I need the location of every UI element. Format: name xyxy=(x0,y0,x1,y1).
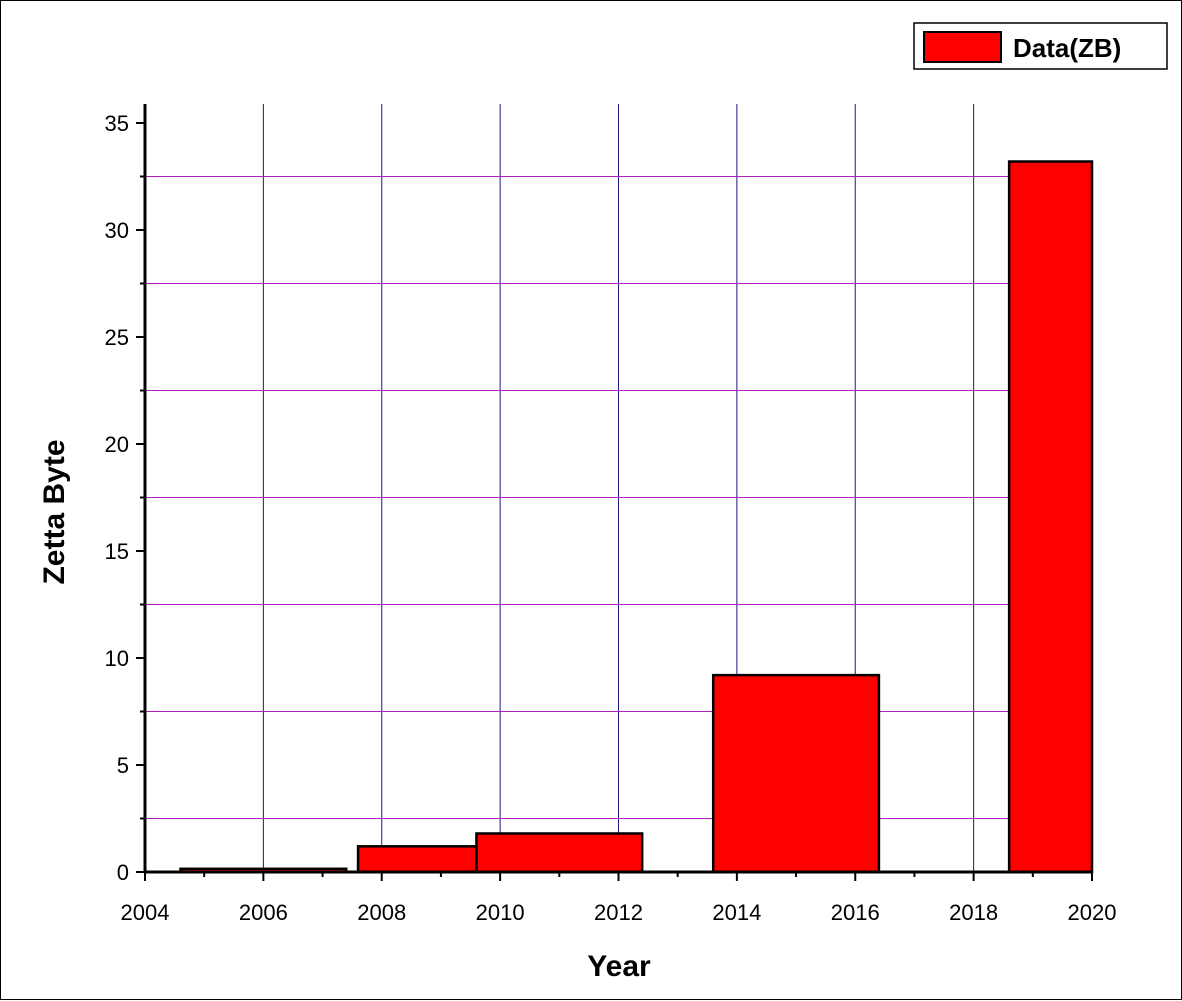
legend-swatch xyxy=(923,31,1002,63)
x-tick-label: 2006 xyxy=(239,900,288,925)
y-tick-label: 20 xyxy=(105,432,129,457)
x-tick-label: 2008 xyxy=(357,900,406,925)
x-axis-title: Year xyxy=(587,950,651,983)
bar xyxy=(356,845,478,874)
legend: Data(ZB) xyxy=(913,22,1168,70)
y-tick-label: 35 xyxy=(105,111,129,136)
y-axis-title: Zetta Byte xyxy=(38,439,71,584)
bar xyxy=(1007,160,1094,874)
x-tick-label: 2016 xyxy=(831,900,880,925)
legend-label: Data(ZB) xyxy=(1013,33,1121,63)
y-tick-label: 10 xyxy=(105,646,129,671)
y-tick-label: 0 xyxy=(117,860,129,885)
bars xyxy=(179,160,1094,874)
y-tick-label: 15 xyxy=(105,539,129,564)
x-tick-label: 2018 xyxy=(949,900,998,925)
tick-labels: 0 5 10 15 20 25 30 35 2004 2006 2008 2010 2012 2014 20… xyxy=(105,111,1117,925)
x-tick-label: 2014 xyxy=(712,900,761,925)
grid-lines xyxy=(145,104,1092,872)
x-tick-label: 2004 xyxy=(121,900,170,925)
axes xyxy=(136,104,1093,881)
y-tick-label: 5 xyxy=(117,753,129,778)
y-tick-label: 30 xyxy=(105,218,129,243)
x-tick-label: 2010 xyxy=(476,900,525,925)
y-tick-label: 25 xyxy=(105,325,129,350)
x-tick-label: 2012 xyxy=(594,900,643,925)
bar xyxy=(475,832,644,874)
x-tick-label: 2020 xyxy=(1068,900,1117,925)
bar xyxy=(711,673,881,874)
